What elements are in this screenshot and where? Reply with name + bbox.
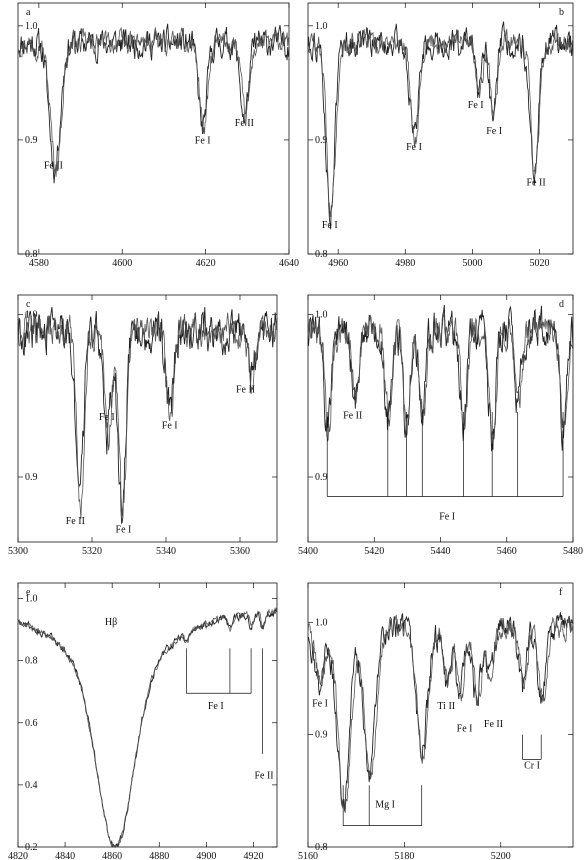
line-annotation: Ti II (437, 701, 455, 712)
y-tick-label: 1.0 (315, 310, 328, 321)
y-tick-label: 0.9 (25, 472, 38, 483)
x-tick-label: 5340 (156, 546, 176, 557)
plot-frame (17, 2, 290, 255)
line-annotation: Fe I (195, 135, 211, 146)
x-tick-label: 4840 (55, 851, 75, 860)
x-tick-label: 4980 (395, 258, 415, 269)
y-tick-label: 0.4 (25, 780, 38, 791)
y-tick-label: 0.9 (25, 135, 38, 146)
x-tick-label: 4900 (196, 851, 216, 860)
x-tick-label: 4580 (29, 258, 49, 269)
panel-label: a (26, 7, 31, 18)
x-tick-label: 5480 (563, 546, 583, 557)
plot-frame (307, 582, 574, 848)
line-annotation: Fe II (66, 516, 85, 527)
panel-d: 5400 5420 5440 5460 5480 0.9 1.0 d Fe II Fe I (298, 294, 583, 557)
line-annotation: Fe I (468, 100, 484, 111)
line-annotation: Fe I (322, 220, 338, 231)
y-tick-label: 1.0 (25, 21, 38, 32)
spectrum-observed (17, 607, 278, 849)
x-tick-label: 5400 (298, 546, 318, 557)
x-tick-label: 5000 (462, 258, 482, 269)
x-tick-label: 5440 (431, 546, 451, 557)
spectrum-comparison (307, 311, 574, 442)
x-tick-label: 5300 (8, 546, 28, 557)
panel-label: e (26, 587, 31, 598)
panel-label: f (559, 587, 563, 598)
panel-e: 4820 4840 4860 4880 4900 4920 0.2 0.4 0.6 0.8 1.0e… (8, 582, 278, 860)
line-annotation: Fe I (162, 420, 178, 431)
plot-frame (307, 2, 574, 255)
line-annotation: Fe I (406, 142, 422, 153)
y-tick-label: 0.8 (25, 656, 38, 667)
y-tick-label: 0.9 (315, 472, 328, 483)
spectrum-observed (307, 21, 574, 230)
y-tick-label: 0.9 (315, 730, 328, 741)
x-tick-label: 5160 (298, 851, 318, 860)
x-tick-label: 4880 (149, 851, 169, 860)
spectrum-comparison (307, 28, 574, 217)
plot-frame (17, 582, 278, 848)
x-tick-label: 5320 (82, 546, 102, 557)
line-annotation: Fe II (343, 411, 362, 422)
spectrum-observed (17, 307, 278, 525)
x-tick-label: 5460 (497, 546, 517, 557)
y-tick-label: 0.2 (25, 842, 38, 853)
panel-label: c (26, 299, 31, 310)
line-annotation: Hβ (105, 617, 117, 628)
y-tick-label: 1.0 (315, 21, 328, 32)
y-tick-label: 1.0 (25, 594, 38, 605)
x-tick-label: 4820 (8, 851, 28, 860)
spectrum-comparison (17, 608, 278, 849)
spectrum-comparison (17, 27, 290, 177)
line-annotation: Fe II (44, 160, 63, 171)
line-annotation: Fe I (99, 412, 115, 423)
x-tick-label: 5420 (364, 546, 384, 557)
x-tick-label: 4600 (112, 258, 132, 269)
line-annotation: Cr I (524, 760, 540, 771)
x-tick-label: 5360 (230, 546, 250, 557)
line-annotation: Fe I (208, 701, 224, 712)
panel-label: d (559, 299, 564, 310)
x-tick-label: 5200 (491, 851, 511, 860)
line-annotation: Fe II (484, 719, 503, 730)
line-annotation: Fe II (527, 178, 546, 189)
x-tick-label: 4960 (328, 258, 348, 269)
line-annotation: Fe II (254, 771, 273, 782)
panel-label: b (559, 7, 564, 18)
spectrum-comparison (307, 614, 574, 814)
line-annotation: Fe I (486, 126, 502, 137)
x-tick-label: 5020 (529, 258, 549, 269)
x-tick-label: 4920 (243, 851, 263, 860)
line-annotation: Fe II (235, 118, 254, 129)
spectrum-comparison (17, 311, 278, 519)
x-tick-label: 4860 (102, 851, 122, 860)
line-annotation: Fe I (457, 723, 473, 734)
x-tick-label: 5180 (394, 851, 414, 860)
line-annotation: Fe II (236, 385, 255, 396)
line-annotation: Mg I (375, 800, 395, 811)
line-annotation: Fe I (312, 699, 328, 710)
y-tick-label: 0.8 (315, 842, 328, 853)
y-tick-label: 0.9 (315, 135, 328, 146)
y-tick-label: 1.0 (315, 617, 328, 628)
y-tick-label: 0.6 (25, 718, 38, 729)
line-annotation: Fe I (116, 524, 132, 535)
y-tick-label: 0.8 (25, 249, 38, 260)
line-annotation: Fe I (439, 511, 455, 522)
plot-frame (17, 294, 278, 543)
y-tick-label: 0.8 (315, 249, 328, 260)
panel-a: 4580 4600 4620 4640 0.8 0.9 1.0 a Fe II Fe I Fe II (17, 2, 299, 269)
x-tick-label: 4620 (196, 258, 216, 269)
panel-b: 4960 4980 5000 5020 0.8 0.9 1.0 b Fe I Fe I Fe I Fe… (307, 2, 574, 269)
x-tick-label: 4640 (279, 258, 299, 269)
